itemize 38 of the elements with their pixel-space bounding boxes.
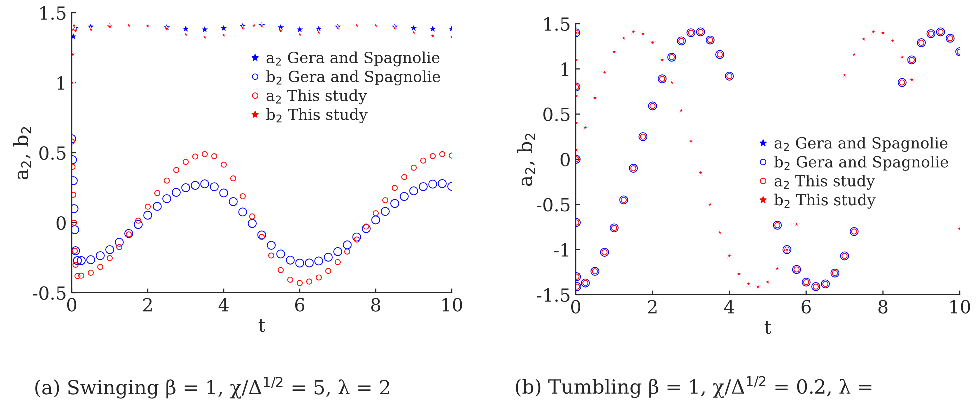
y-tick-label: 1.5 <box>40 6 66 20</box>
x-tick-label: 6 <box>295 298 305 312</box>
x-tick-label: 0 <box>571 300 581 314</box>
x-tick-label: 2 <box>143 298 152 312</box>
y-tick-label: -0.5 <box>537 198 570 212</box>
x-tick-label: 4 <box>724 300 734 314</box>
legend-label: a$_{2}$ This study <box>266 90 368 105</box>
y-tick-label: 0 <box>560 152 570 167</box>
x-tick-label: 10 <box>950 300 970 314</box>
text: (a) Swinging β = 1, χ/Δ$^{1/2}$ = 5, λ = 2 <box>36 377 390 399</box>
legend-label: b$_{2}$ Gera and Spagnolie <box>266 70 440 86</box>
x-tick-label: 8 <box>878 300 888 314</box>
x-tick-label: 0 <box>67 298 77 312</box>
y-axis-title: a$_{2}$, b$_{2}$ <box>518 134 536 186</box>
y-tick-label: 1 <box>562 62 569 76</box>
legend-label: b$_{2}$ This study <box>774 194 876 209</box>
legend-label: b$_{2}$ Gera and Spagnolie <box>774 156 948 172</box>
x-tick-label: 8 <box>371 298 381 312</box>
y-tick-label: 0.5 <box>40 146 66 160</box>
y-tick-label: 1.5 <box>544 17 570 32</box>
x-tick-label: 6 <box>802 300 812 314</box>
x-axis-title: t <box>258 320 266 332</box>
y-tick-label: 1 <box>58 76 65 90</box>
text: (b) Tumbling β = 1, χ/Δ$^{1/2}$ = 0.2, λ = <box>516 376 872 398</box>
y-tick-label: -0.5 <box>33 286 66 300</box>
legend-label: a$_{2}$ Gera and Spagnolie <box>266 52 440 67</box>
x-tick-label: 2 <box>648 300 657 314</box>
y-axis-title: a$_{2}$, b$_{2}$ <box>14 127 32 180</box>
y-tick-label: -1 <box>554 243 569 257</box>
x-tick-label: 10 <box>442 298 462 312</box>
y-tick-label: 0 <box>56 216 66 230</box>
y-tick-label: -1.5 <box>537 288 570 302</box>
legend-label: b$_{2}$ This study <box>266 108 368 124</box>
legend-label: a$_{2}$ Gera and Spagnolie <box>774 137 948 152</box>
legend-label: a$_{2}$ This study <box>774 174 876 190</box>
x-tick-label: 4 <box>218 298 229 312</box>
y-tick-label: 0.5 <box>544 108 570 122</box>
x-axis-title: t <box>764 322 772 334</box>
